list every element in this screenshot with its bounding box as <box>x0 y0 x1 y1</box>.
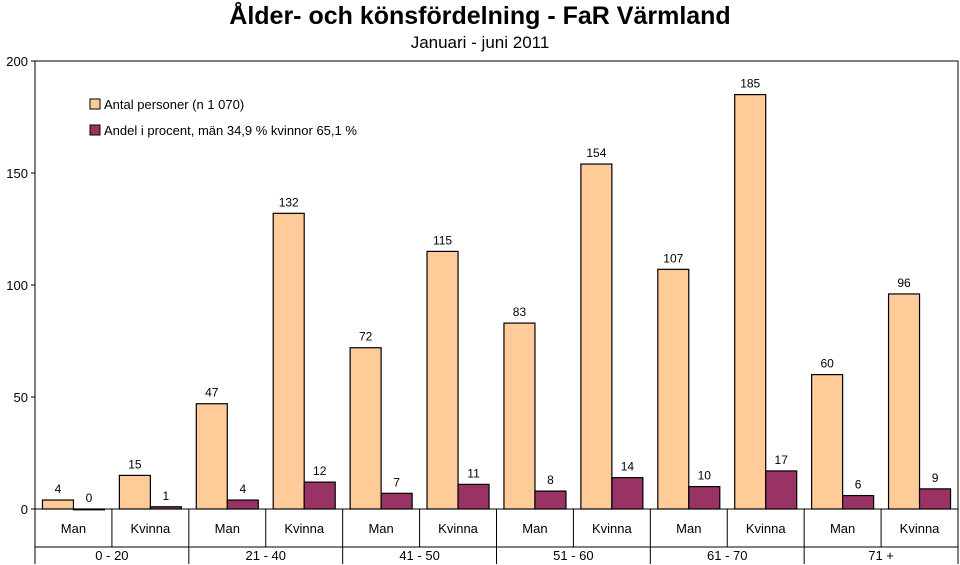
category-label: Man <box>830 521 855 536</box>
data-label-antal: 154 <box>586 146 606 160</box>
bar-antal <box>195 403 228 510</box>
category-label: Kvinna <box>438 521 479 536</box>
data-label-andel: 1 <box>163 489 170 503</box>
bar-antal <box>41 499 75 510</box>
category-label: Man <box>215 521 240 536</box>
category-label: Man <box>676 521 701 536</box>
chart-title: Ålder- och könsfördelning - FaR Värmland <box>229 2 731 30</box>
data-label-andel: 14 <box>621 460 635 474</box>
data-label-antal: 47 <box>205 386 219 400</box>
data-label-andel: 10 <box>698 469 712 483</box>
y-tick-label: 0 <box>21 502 28 517</box>
data-label-antal: 72 <box>359 330 373 344</box>
bar-andel <box>303 481 336 510</box>
data-label-andel: 0 <box>86 491 93 505</box>
bar-antal <box>503 322 536 510</box>
data-label-andel: 8 <box>547 473 554 487</box>
bar-andel <box>842 494 875 510</box>
data-label-andel: 6 <box>855 478 862 492</box>
bar-andel <box>611 477 644 510</box>
data-label-antal: 132 <box>279 195 299 209</box>
data-label-antal: 107 <box>663 251 683 265</box>
data-label-andel: 17 <box>775 453 789 467</box>
data-label-andel: 7 <box>393 475 400 489</box>
group-label: 71 + <box>868 548 894 563</box>
bar-andel <box>226 499 259 510</box>
category-label: Man <box>61 521 86 536</box>
group-label: 0 - 20 <box>95 548 128 563</box>
data-label-antal: 83 <box>513 305 527 319</box>
data-label-antal: 115 <box>433 233 452 247</box>
group-label: 21 - 40 <box>246 548 286 563</box>
bar-antal <box>734 93 767 510</box>
bar-antal <box>580 163 613 510</box>
bar-andel <box>534 490 567 510</box>
y-tick-label: 50 <box>14 390 28 405</box>
bar-andel <box>688 486 721 510</box>
data-label-antal: 4 <box>55 482 62 496</box>
data-labels: 4 0 15 1 47 4 132 12 72 7 115 11 83 8 154 14 107 10 185 17 6… <box>55 77 939 505</box>
bar-andel <box>72 508 106 511</box>
data-label-andel: 9 <box>932 471 939 485</box>
category-label: Kvinna <box>900 521 941 536</box>
bar-andel <box>457 483 490 510</box>
legend-label: Antal personer (n 1 070) <box>104 97 244 112</box>
category-label: Man <box>522 521 547 536</box>
category-label: Kvinna <box>131 521 172 536</box>
legend: Antal personer (n 1 070) Andel i procent,… <box>89 97 357 138</box>
group-label: 41 - 50 <box>399 548 439 563</box>
category-label: Kvinna <box>746 521 787 536</box>
data-label-antal: 96 <box>897 276 911 290</box>
data-label-andel: 4 <box>239 482 246 496</box>
bar-antal <box>811 374 844 510</box>
y-tick-label: 100 <box>6 278 28 293</box>
y-tick-label: 150 <box>6 166 28 181</box>
chart-subtitle: Januari - juni 2011 <box>410 33 550 52</box>
data-label-antal: 60 <box>820 357 834 371</box>
category-label: Kvinna <box>592 521 633 536</box>
legend-swatch <box>89 98 101 110</box>
bar-andel <box>149 506 182 510</box>
legend-label: Andel i procent, män 34,9 % kvinnor 65,1… <box>104 123 357 138</box>
data-label-antal: 15 <box>128 457 142 471</box>
y-tick-label: 200 <box>6 54 28 69</box>
bar-antal <box>426 250 459 510</box>
data-label-andel: 11 <box>467 466 480 480</box>
bars <box>41 93 952 511</box>
bar-antal <box>272 212 305 510</box>
bar-antal <box>349 347 382 510</box>
category-label: Man <box>368 521 393 536</box>
bar-andel <box>918 488 952 510</box>
group-label: 51 - 60 <box>553 548 593 563</box>
category-label: Kvinna <box>284 521 325 536</box>
bar-antal <box>118 474 151 510</box>
bar-andel <box>765 470 798 510</box>
data-label-andel: 12 <box>313 464 327 478</box>
bar-antal <box>887 293 921 510</box>
bar-antal <box>657 268 690 510</box>
group-label: 61 - 70 <box>707 548 747 563</box>
bar-andel <box>380 492 413 510</box>
data-label-antal: 185 <box>740 77 760 91</box>
legend-swatch <box>89 124 101 136</box>
